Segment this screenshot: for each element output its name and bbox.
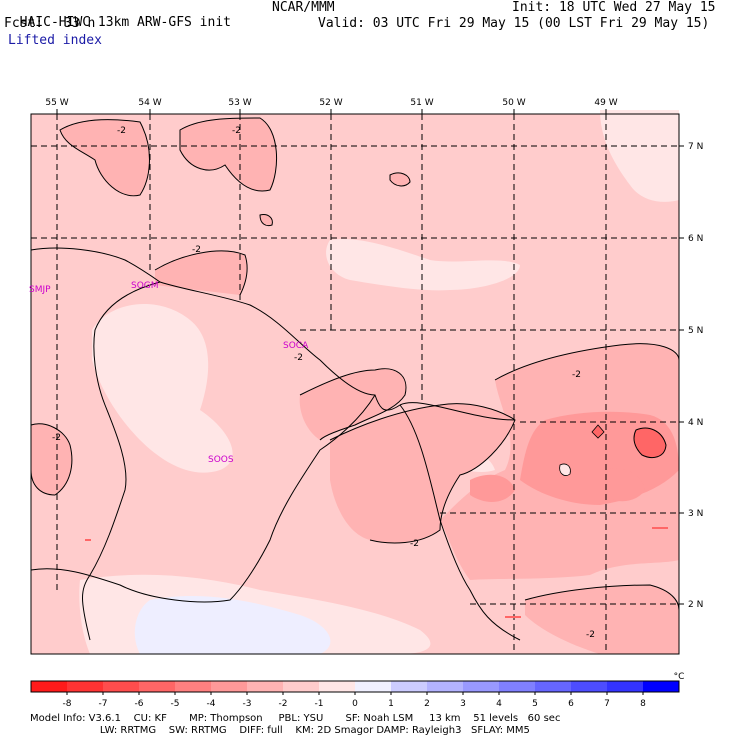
forecast-label: Fcst:: [4, 16, 44, 31]
colorbar-tick-label: -3: [243, 699, 252, 709]
colorbar: -8 -7 -6 -5 -4 -3 -2 -1 0 1 2 3 4 5 6 7 8 °C: [30, 672, 685, 709]
latlon-grid: [31, 114, 679, 654]
forecast-hour: 33 h: [64, 16, 96, 31]
lat-label: 5 N: [688, 326, 703, 336]
contour-labels: -2 -2 -2 -2 -2 -2 -2 -2: [52, 126, 595, 640]
lat-label: 4 N: [688, 418, 703, 428]
contour-label: -2: [232, 126, 241, 136]
contour-label: -2: [586, 630, 595, 640]
colorbar-swatch: [31, 681, 68, 692]
contour-label: -2: [294, 353, 303, 363]
contour-label: -2: [52, 433, 61, 443]
lon-label: 49 W: [594, 98, 617, 108]
lat-label: 7 N: [688, 142, 703, 152]
colorbar-unit: °C: [674, 672, 685, 682]
coastline: [30, 247, 521, 641]
colorbar-tick-label: 1: [388, 699, 394, 709]
colorbar-tick-label: -7: [99, 699, 108, 709]
lon-label: 52 W: [319, 98, 342, 108]
station-soca: SOCA: [283, 341, 309, 351]
colorbar-swatch: [535, 681, 572, 692]
colorbar-tick-label: 4: [496, 699, 502, 709]
colorbar-tick-label: 0: [352, 699, 358, 709]
intense-cell: [633, 427, 667, 458]
colorbar-swatch: [103, 681, 140, 692]
colorbar-tick-label: -5: [171, 699, 180, 709]
map-frame: [30, 113, 680, 655]
contour-label: -2: [192, 245, 201, 255]
org-label: NCAR/MMM: [272, 0, 335, 15]
contour-label: -2: [410, 539, 419, 549]
lon-label: 50 W: [502, 98, 525, 108]
colorbar-swatch: [643, 681, 680, 692]
init-time: Init: 18 UTC Wed 27 May 15: [512, 0, 716, 15]
colorbar-swatch: [175, 681, 212, 692]
colorbar-tick-label: 6: [568, 699, 574, 709]
model-title-text: HAIC-HIWC 13km ARW-GFS init: [19, 15, 231, 30]
station-soos: SOOS: [208, 455, 234, 465]
contour-label: -2: [117, 126, 126, 136]
colorbar-tick-label: 8: [640, 699, 646, 709]
lon-label: 51 W: [410, 98, 433, 108]
small-cell: [591, 424, 605, 439]
lon-label: 53 W: [228, 98, 251, 108]
lat-label: 2 N: [688, 600, 703, 610]
colorbar-swatch: [571, 681, 608, 692]
valid-time: Valid: 03 UTC Fri 29 May 15 (00 LST Fri …: [318, 16, 710, 31]
colorbar-tick-label: 3: [460, 699, 466, 709]
colorbar-swatch: [319, 681, 356, 692]
field-name: Lifted index: [8, 33, 102, 48]
colorbar-swatch: [283, 681, 320, 692]
colorbar-swatch: [607, 681, 644, 692]
axis-ticks: [56, 109, 684, 605]
colorbar-tick-label: -1: [315, 699, 324, 709]
colorbar-tick-label: 7: [604, 699, 610, 709]
model-info-line1: Model Info: V3.6.1 CU: KF MP: Thompson P…: [30, 713, 561, 724]
colorbar-tick-label: -8: [63, 699, 72, 709]
colorbar-swatch: [67, 681, 104, 692]
contour-label: -2: [572, 370, 581, 380]
colorbar-swatch: [391, 681, 428, 692]
colorbar-tick-label: -2: [279, 699, 288, 709]
colorbar-swatch: [247, 681, 284, 692]
colorbar-swatch: [499, 681, 536, 692]
colorbar-tick-label: 5: [532, 699, 538, 709]
colorbar-tick-label: 2: [424, 699, 430, 709]
positive-shading: [134, 595, 331, 654]
colorbar-tick-label: -6: [135, 699, 144, 709]
colorbar-swatch: [355, 681, 392, 692]
model-info-line2: LW: RRTMG SW: RRTMG DIFF: full KM: 2D Sm…: [30, 725, 530, 736]
stations: SMJP SOGM SOCA SOOS: [29, 281, 309, 465]
model-title: HAIC-HIWC 13km ARW-GFS init: [4, 0, 231, 30]
lat-label: 3 N: [688, 509, 703, 519]
colorbar-swatch: [463, 681, 500, 692]
colorbar-swatch: [427, 681, 464, 692]
station-sogm: SOGM: [131, 281, 159, 291]
colorbar-tick-label: -4: [207, 699, 216, 709]
latitude-labels: 7 N 6 N 5 N 4 N 3 N 2 N: [688, 142, 703, 610]
colorbar-swatch: [211, 681, 248, 692]
colorbar-swatch: [139, 681, 176, 692]
lat-label: 6 N: [688, 234, 703, 244]
lon-label: 55 W: [45, 98, 68, 108]
station-smjp: SMJP: [29, 285, 51, 295]
contour-minus-2: [30, 117, 680, 611]
longitude-labels: 55 W 54 W 53 W 52 W 51 W 50 W 49 W: [45, 98, 617, 108]
lon-label: 54 W: [138, 98, 161, 108]
light-pocket: [559, 463, 571, 476]
